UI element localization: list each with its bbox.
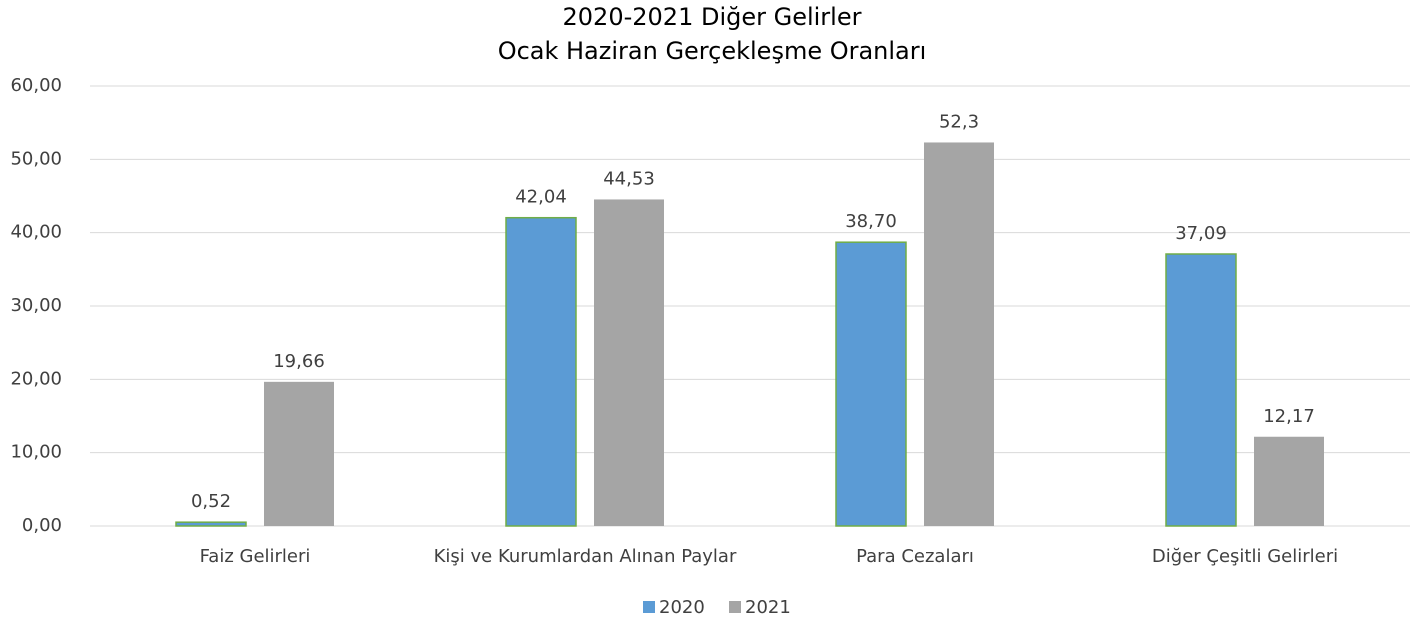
legend-swatch — [643, 601, 655, 613]
y-tick-label: 20,00 — [10, 368, 62, 389]
y-tick-label: 10,00 — [10, 442, 62, 463]
x-tick-label: Faiz Gelirleri — [200, 546, 311, 567]
y-tick-label: 40,00 — [10, 222, 62, 243]
data-label: 52,3 — [939, 111, 979, 132]
data-label: 12,17 — [1263, 406, 1315, 427]
data-label: 19,66 — [273, 351, 325, 372]
x-tick-label: Kişi ve Kurumlardan Alınan Paylar — [434, 546, 737, 567]
legend-label: 2021 — [745, 597, 791, 618]
legend-label: 2020 — [659, 597, 705, 618]
y-tick-label: 0,00 — [22, 515, 62, 536]
bar — [505, 216, 577, 527]
bar — [264, 381, 334, 526]
x-tick-label: Diğer Çeşitli Gelirleri — [1152, 546, 1338, 567]
chart-subtitle: Ocak Haziran Gerçekleşme Oranları — [498, 37, 927, 65]
bar — [1165, 253, 1237, 527]
x-tick-label: Para Cezaları — [856, 546, 974, 567]
data-label: 44,53 — [603, 168, 655, 189]
bar — [175, 521, 247, 527]
data-label: 37,09 — [1175, 223, 1227, 244]
y-tick-label: 60,00 — [10, 75, 62, 96]
bar — [1254, 436, 1324, 526]
legend-swatch — [729, 601, 741, 613]
data-label: 38,70 — [845, 211, 897, 232]
bar — [835, 241, 907, 527]
data-label: 42,04 — [515, 187, 567, 208]
y-tick-label: 50,00 — [10, 148, 62, 169]
y-tick-label: 30,00 — [10, 295, 62, 316]
bar — [924, 142, 994, 526]
bar — [594, 199, 664, 527]
data-label: 0,52 — [191, 491, 231, 512]
chart-title: 2020-2021 Diğer Gelirler — [563, 3, 862, 31]
